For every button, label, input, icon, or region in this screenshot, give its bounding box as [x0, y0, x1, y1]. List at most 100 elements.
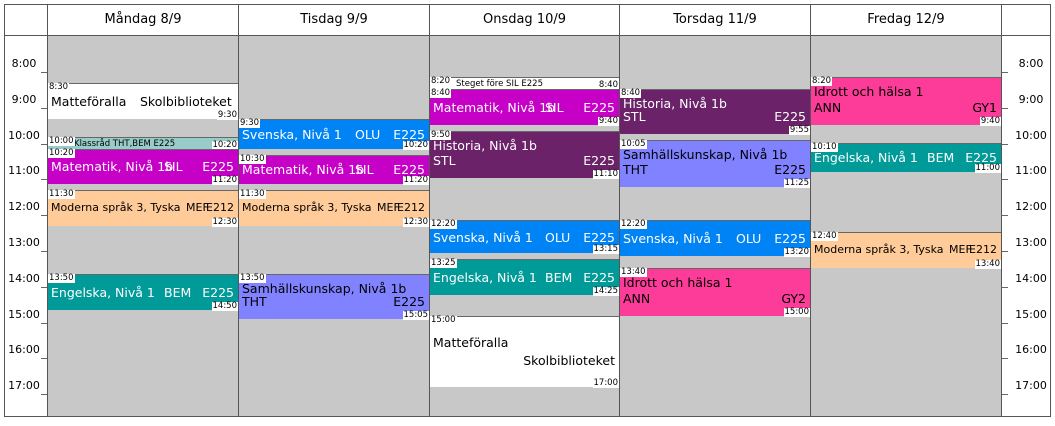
- lesson-block[interactable]: Steget före SIL E225 8:20 8:40: [430, 76, 619, 90]
- lesson-teacher: SIL: [545, 99, 564, 115]
- lesson-block[interactable]: Matematik, Nivå 1b SIL E225 8:40 9:40: [430, 88, 619, 126]
- lesson-block[interactable]: Engelska, Nivå 1 BEM E225 13:50 14:50: [48, 273, 238, 311]
- hour-tick-right: [1002, 322, 1008, 324]
- hour-label-left: 11:00: [8, 164, 40, 178]
- hour-label-right: 13:00: [1015, 236, 1047, 249]
- hour-label-left: 10:00: [8, 128, 40, 142]
- lesson-teacher: SIL: [164, 159, 183, 175]
- hour-label-right: 15:00: [1015, 307, 1047, 321]
- end-time: 11:10: [592, 169, 619, 180]
- lesson-room: E225: [583, 153, 615, 169]
- end-time: 9:30: [216, 109, 238, 120]
- lesson-block[interactable]: Samhällskunskap, Nivå 1b THT E225 10:05 11:2…: [620, 139, 810, 189]
- day-header[interactable]: Fredag 12/9: [867, 12, 945, 27]
- column-divider: [810, 4, 811, 416]
- start-time: 10:10: [811, 141, 838, 152]
- hour-tick-right: [1002, 107, 1008, 109]
- lesson-block[interactable]: Idrott och hälsa 1 ANN GY1 8:20 9:40: [811, 76, 1001, 126]
- hour-tick-left: [41, 322, 47, 324]
- lesson-room: Skolbiblioteket: [523, 352, 615, 368]
- hour-label-right: 9:00: [1018, 92, 1044, 106]
- hour-label-right: 8:00: [1018, 57, 1044, 70]
- lesson-block[interactable]: Matteföralla Skolbiblioteket 15:00 17:00: [430, 315, 619, 389]
- lesson-room: E212: [206, 201, 234, 215]
- hour-label-left: 17:00: [8, 379, 40, 393]
- lesson-block[interactable]: Klassråd THT,BEM E225 10:00 10:20: [48, 136, 238, 150]
- day-header[interactable]: Tisdag 9/9: [300, 12, 368, 27]
- lesson-teacher: STL: [433, 153, 456, 169]
- start-time: 10:30: [239, 153, 266, 164]
- lesson-block[interactable]: Historia, Nivå 1b STL E225 9:50 11:10: [430, 129, 619, 180]
- end-time: 11:25: [783, 178, 810, 189]
- end-time: 11:20: [402, 175, 429, 186]
- hour-tick-left: [41, 107, 47, 109]
- lesson-teacher: THT: [242, 293, 267, 309]
- lesson-block[interactable]: Moderna språk 3, Tyska MEF E212 11:30 12:30: [48, 189, 238, 228]
- lesson-title: Engelska, Nivå 1: [433, 269, 537, 285]
- lesson-block[interactable]: Matematik, Nivå 1b SIL E225 10:30 11:20: [239, 153, 429, 186]
- day-header[interactable]: Onsdag 10/9: [482, 12, 567, 27]
- end-time: 9:55: [788, 124, 810, 135]
- start-time: 13:50: [239, 272, 266, 283]
- column-divider: [47, 4, 48, 416]
- start-time: 11:30: [48, 189, 75, 200]
- day-header[interactable]: Måndag 8/9: [104, 12, 182, 27]
- lesson-block[interactable]: Idrott och hälsa 1 ANN GY2 13:40 15:00: [620, 266, 810, 317]
- lesson-block[interactable]: Svenska, Nivå 1 OLU E225 12:20 13:20: [620, 219, 810, 257]
- lesson-block[interactable]: Engelska, Nivå 1 BEM E225 13:25 14:25: [430, 257, 619, 296]
- lesson-block[interactable]: Historia, Nivå 1b STL E225 8:40 9:55: [620, 88, 810, 135]
- end-time: 9:40: [597, 115, 619, 126]
- lesson-teacher: BEM: [164, 284, 192, 300]
- lesson-block[interactable]: Engelska, Nivå 1 BEM E225 10:10 11:00: [811, 141, 1001, 174]
- lesson-title: Historia, Nivå 1b: [433, 137, 537, 153]
- lesson-title: Engelska, Nivå 1: [51, 284, 155, 300]
- lesson-room: E225: [774, 108, 806, 124]
- lesson-room: E225: [583, 229, 615, 245]
- lesson-title: Svenska, Nivå 1: [623, 231, 723, 247]
- column-divider: [429, 4, 430, 416]
- hour-label-left: 16:00: [8, 343, 40, 357]
- day-header[interactable]: Torsdag 11/9: [673, 12, 757, 27]
- lesson-room: E225: [393, 293, 425, 309]
- lesson-block[interactable]: Svenska, Nivå 1 OLU E225 9:30 10:20: [239, 118, 429, 150]
- lesson-room: E212: [969, 242, 997, 256]
- lesson-room: E225: [393, 126, 425, 142]
- lesson-block[interactable]: Moderna språk 3, Tyska MEF E212 12:40 13:40: [811, 232, 1001, 269]
- lesson-title: Matematik, Nivå 1b: [433, 99, 556, 115]
- lesson-teacher: BEM: [927, 150, 955, 166]
- lesson-block[interactable]: Samhällskunskap, Nivå 1b THT E225 13:50 15:0…: [239, 272, 429, 320]
- lesson-teacher: THT: [623, 162, 648, 178]
- lesson-title: Moderna språk 3, Tyska: [51, 201, 181, 215]
- lesson-room: E225: [774, 231, 806, 247]
- hour-label-right: 12:00: [1015, 200, 1047, 214]
- lesson-block[interactable]: Matematik, Nivå 1b SIL E225 10:20 11:20: [48, 148, 238, 186]
- hour-label-right: 17:00: [1015, 379, 1047, 393]
- start-time: 13:25: [430, 257, 457, 268]
- lesson-teacher: OLU: [545, 229, 571, 245]
- end-time: 17:00: [592, 378, 619, 389]
- lesson-block[interactable]: Matteföralla Skolbiblioteket 8:30 9:30: [48, 81, 238, 120]
- hour-tick-right: [1002, 251, 1008, 252]
- lesson-room: E225: [583, 99, 615, 115]
- end-time: 14:50: [211, 300, 238, 311]
- lesson-block[interactable]: Svenska, Nivå 1 OLU E225 12:20 13:15: [430, 220, 619, 254]
- start-time: 13:40: [620, 266, 647, 277]
- header-divider: [4, 35, 1051, 36]
- lesson-room: GY2: [781, 290, 806, 306]
- end-time: 10:20: [402, 139, 429, 150]
- lesson-block[interactable]: Moderna språk 3, Tyska MEF E212 11:30 12:30: [239, 190, 429, 228]
- end-time: 8:40: [597, 79, 619, 90]
- hour-tick-left: [41, 358, 47, 360]
- start-time: 12:20: [620, 219, 647, 230]
- end-time: 12:30: [211, 217, 238, 228]
- start-time: 9:50: [430, 129, 452, 140]
- start-time: 8:30: [48, 81, 70, 92]
- lesson-teacher: BEM: [545, 269, 573, 285]
- end-time: 10:20: [211, 139, 238, 150]
- lesson-title: Matematik, Nivå 1b: [51, 159, 174, 175]
- hour-tick-left: [41, 72, 47, 73]
- lesson-title: Matteföralla: [51, 93, 127, 109]
- hour-tick-right: [1002, 394, 1008, 396]
- hour-tick-right: [1002, 179, 1008, 181]
